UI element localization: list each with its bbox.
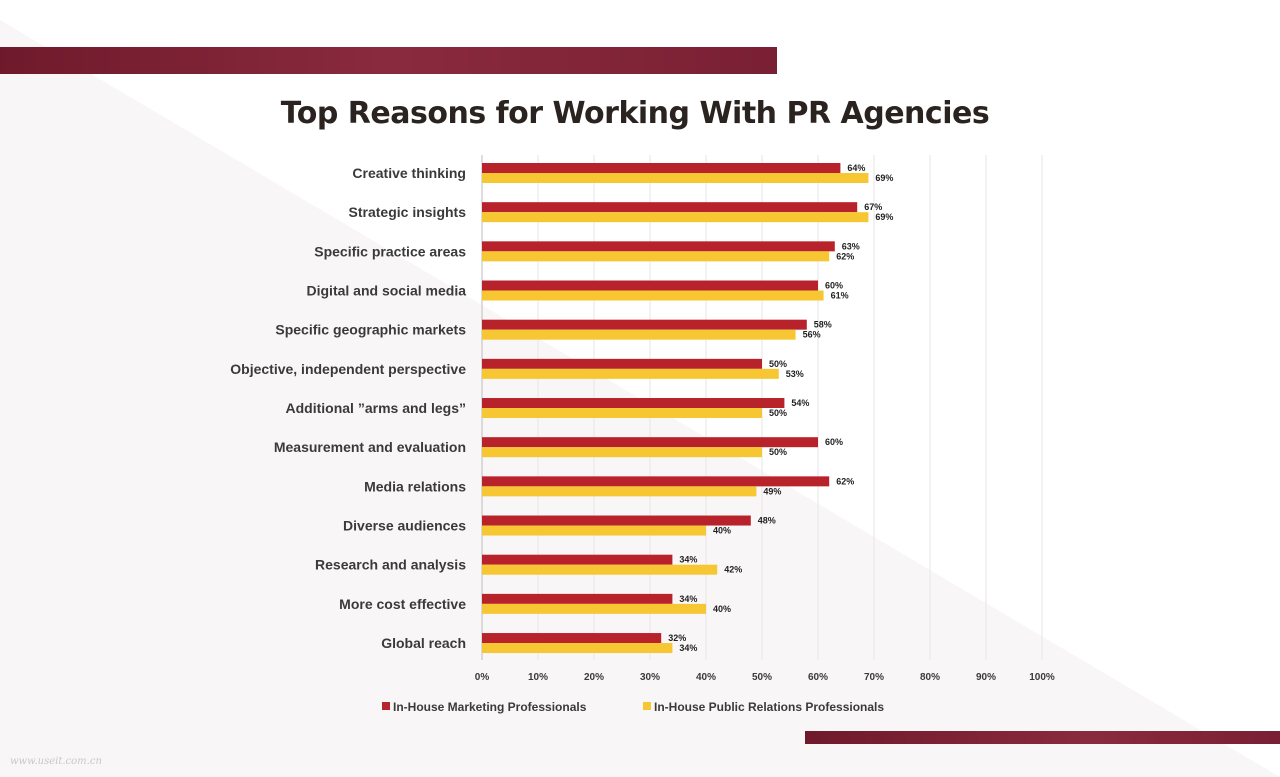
data-label: 67% (864, 202, 882, 212)
x-tick-label: 20% (584, 672, 604, 683)
bar-marketing (482, 476, 830, 487)
bar-marketing (482, 358, 762, 369)
bar-marketing (482, 437, 818, 448)
legend-label: In-House Public Relations Professionals (654, 700, 884, 714)
x-tick-label: 50% (752, 672, 772, 683)
bar-marketing (482, 593, 673, 604)
data-label: 40% (713, 604, 731, 614)
bar-pr (482, 368, 779, 379)
data-label: 50% (769, 359, 787, 369)
data-label: 48% (758, 516, 776, 526)
watermark: www.useit.com.cn (10, 756, 102, 767)
bar-marketing (482, 280, 818, 291)
data-label: 69% (875, 212, 893, 222)
data-label: 61% (831, 291, 849, 301)
data-label: 62% (836, 476, 854, 486)
bar-pr (482, 486, 757, 497)
category-label: Diverse audiences (343, 518, 466, 534)
data-label: 60% (825, 437, 843, 447)
category-label: Digital and social media (307, 283, 467, 299)
category-label: Additional ”arms and legs” (286, 400, 466, 416)
category-label: Specific geographic markets (275, 322, 466, 338)
x-tick-label: 30% (640, 672, 660, 683)
x-tick-label: 40% (696, 672, 716, 683)
data-label: 58% (814, 320, 832, 330)
x-tick-label: 100% (1029, 672, 1055, 683)
data-label: 40% (713, 526, 731, 536)
category-label: Media relations (364, 478, 466, 494)
category-label: Global reach (381, 635, 466, 651)
bar-marketing (482, 398, 785, 409)
data-label: 42% (724, 565, 742, 575)
x-tick-label: 60% (808, 672, 828, 683)
bar-pr (482, 525, 706, 536)
category-label: Objective, independent perspective (230, 361, 466, 377)
bar-marketing (482, 319, 807, 330)
bar-pr (482, 408, 762, 419)
decorative-band-bottom (805, 731, 1280, 744)
data-label: 69% (875, 173, 893, 183)
bar-marketing (482, 554, 673, 565)
data-label: 50% (769, 447, 787, 457)
legend-label: In-House Marketing Professionals (393, 700, 587, 714)
category-label: Creative thinking (352, 165, 466, 181)
chart-title: Top Reasons for Working With PR Agencies (280, 96, 990, 131)
data-label: 53% (786, 369, 804, 379)
bar-pr (482, 290, 824, 301)
category-label: Specific practice areas (314, 243, 466, 259)
bar-pr (482, 173, 869, 183)
category-label: More cost effective (339, 596, 466, 612)
bar-marketing (482, 633, 662, 644)
category-label: Strategic insights (349, 204, 467, 220)
data-label: 32% (668, 633, 686, 643)
x-tick-label: 80% (920, 672, 940, 683)
bar-marketing (482, 163, 841, 173)
data-label: 34% (679, 555, 697, 565)
bar-marketing (482, 241, 835, 252)
category-label: Measurement and evaluation (274, 439, 466, 455)
data-label: 50% (769, 408, 787, 418)
data-label: 34% (679, 594, 697, 604)
bar-pr (482, 212, 869, 223)
bar-marketing (482, 515, 751, 526)
data-label: 34% (679, 643, 697, 653)
data-label: 62% (836, 251, 854, 261)
bar-pr (482, 603, 706, 614)
bar-pr (482, 643, 673, 654)
data-label: 60% (825, 281, 843, 291)
x-tick-label: 0% (475, 672, 490, 683)
bar-pr (482, 251, 830, 262)
bar-pr (482, 564, 718, 575)
bar-pr (482, 447, 762, 458)
x-tick-label: 90% (976, 672, 996, 683)
data-label: 56% (803, 330, 821, 340)
data-label: 63% (842, 241, 860, 251)
bar-marketing (482, 202, 858, 213)
data-label: 54% (791, 398, 809, 408)
legend-swatch-pr (643, 702, 651, 710)
data-label: 64% (847, 163, 865, 173)
x-tick-label: 10% (528, 672, 548, 683)
decorative-band-top (0, 47, 777, 74)
data-label: 49% (763, 486, 781, 496)
x-tick-label: 70% (864, 672, 884, 683)
bar-pr (482, 329, 796, 340)
legend-swatch-marketing (382, 702, 390, 710)
category-label: Research and analysis (315, 557, 466, 573)
